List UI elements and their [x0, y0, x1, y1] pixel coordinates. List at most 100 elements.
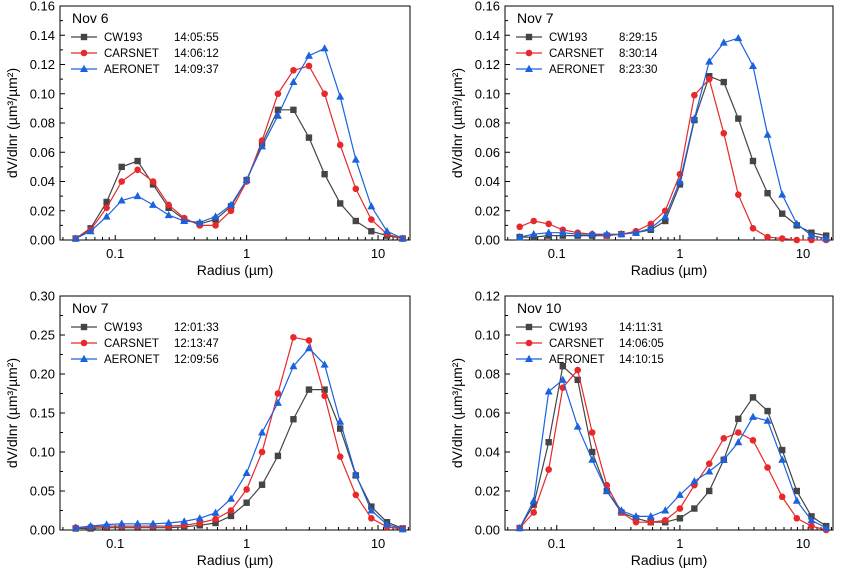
y-tick-label: 0.06 [30, 145, 55, 160]
data-point [398, 234, 407, 242]
data-point [212, 519, 219, 527]
y-tick-label: 0.14 [475, 28, 500, 43]
data-point [559, 363, 567, 370]
data-point [336, 417, 345, 425]
data-point [574, 366, 582, 374]
data-point [705, 57, 714, 65]
data-point [734, 438, 743, 446]
data-point [133, 519, 142, 527]
data-point [822, 523, 831, 532]
data-point [102, 212, 111, 220]
chart-panel-4: 0.00 0.02 0.04 0.06 0.08 0.10 0.12 0.1 1 10 Radius… [449, 289, 834, 568]
data-point [631, 512, 640, 520]
legend-series-time: 14:09:37 [174, 64, 219, 76]
data-point [290, 67, 297, 74]
data-point [647, 220, 655, 228]
data-point [705, 75, 713, 83]
data-point [118, 178, 125, 185]
data-point [336, 92, 345, 100]
data-point [573, 229, 582, 238]
data-point [749, 394, 757, 401]
data-point [290, 334, 297, 341]
series-line [75, 389, 403, 530]
legend-marker [525, 323, 533, 331]
data-point [544, 387, 553, 395]
data-point [336, 425, 344, 432]
x-axis-title: Radius (µm) [197, 552, 274, 568]
data-point [211, 212, 220, 220]
data-point [720, 435, 728, 442]
data-point [273, 398, 282, 406]
data-point [165, 201, 172, 209]
x-tick-label: 1 [243, 536, 250, 551]
legend-series-name: CW193 [104, 322, 142, 334]
chart-panel-3: 0.00 0.05 0.10 0.15 0.20 0.25 0.30 0.1 1 10 Radius… [4, 289, 411, 568]
data-point [690, 114, 699, 122]
data-point [304, 51, 313, 59]
data-point [705, 460, 713, 468]
legend-marker [525, 339, 533, 347]
data-point [274, 90, 282, 98]
data-point [544, 228, 553, 236]
y-axis-title: dV/dlnr (µm³/µm²) [4, 358, 20, 468]
legend-series-name: AERONET [549, 354, 605, 366]
data-point [822, 234, 831, 242]
legend-series-time: 8:30:14 [619, 48, 658, 60]
series-aeronet [71, 344, 407, 533]
data-point [588, 229, 597, 238]
data-point [807, 231, 816, 239]
series-line [519, 37, 827, 240]
legend-series-name: CARSNET [104, 338, 159, 350]
data-point [274, 452, 282, 460]
data-point [226, 494, 235, 502]
data-point [588, 448, 596, 456]
legend-series-name: CW193 [549, 32, 587, 44]
legend: CW193 8:29:15 CARSNET 8:30:14 AERONET 8:23:30 [516, 32, 658, 76]
data-point [227, 507, 235, 514]
x-tick-label: 0.1 [106, 246, 124, 261]
y-tick-label: 0.00 [475, 523, 500, 538]
x-tick-label: 10 [371, 246, 385, 261]
data-point [530, 509, 538, 516]
data-point [321, 386, 328, 393]
data-point [778, 455, 787, 463]
data-point [243, 486, 250, 493]
panel-title: Nov 7 [517, 10, 554, 26]
data-point [749, 157, 757, 165]
series-aeronet [515, 375, 831, 532]
data-point [71, 234, 80, 242]
data-point [515, 232, 524, 241]
data-point [573, 422, 582, 430]
data-point [749, 437, 757, 444]
legend: CW193 12:01:33 CARSNET 12:13:47 AERONET 12:09… [71, 322, 219, 366]
data-point [778, 235, 786, 242]
legend-series-name: CARSNET [549, 338, 604, 350]
data-point [321, 170, 328, 178]
data-point [243, 499, 250, 506]
x-axis-title: Radius (µm) [631, 552, 708, 568]
data-point [545, 466, 552, 473]
legend-marker [80, 64, 88, 72]
data-point [180, 216, 189, 224]
data-point [705, 467, 714, 475]
chart-panel-2: 0.00 0.02 0.04 0.06 0.08 0.10 0.12 0.14 0.16 0.1 1… [449, 0, 834, 278]
data-point [149, 200, 158, 208]
data-point [351, 470, 360, 478]
data-point [719, 455, 728, 463]
data-point [352, 491, 360, 499]
y-tick-label: 0.16 [30, 0, 55, 14]
series-line [519, 77, 827, 241]
series-line [75, 347, 403, 530]
legend-series-time: 14:06:05 [619, 338, 664, 350]
y-tick-label: 0.06 [475, 406, 500, 421]
data-point [617, 506, 626, 514]
data-point [661, 516, 669, 524]
legend-series-name: AERONET [549, 64, 605, 76]
data-point [792, 219, 801, 227]
x-tick-label: 1 [243, 246, 250, 261]
data-point [574, 376, 581, 384]
data-point [290, 416, 297, 423]
data-point [807, 516, 816, 524]
legend-series-time: 14:05:55 [174, 32, 219, 44]
